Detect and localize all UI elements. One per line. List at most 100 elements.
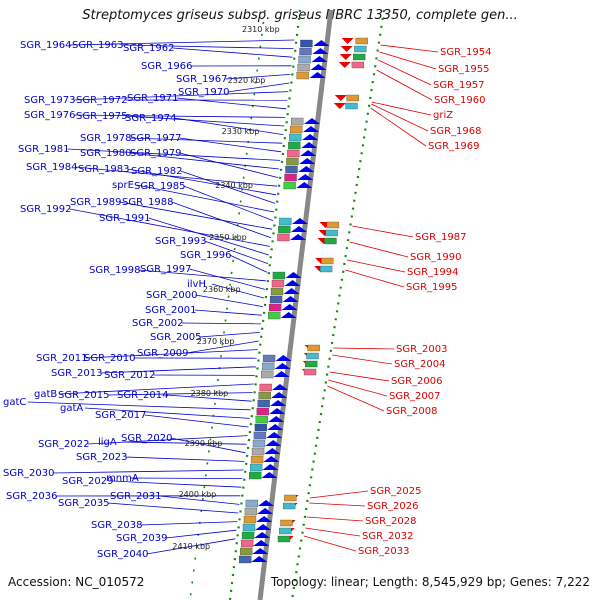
gene-feature-box bbox=[297, 63, 310, 72]
gene-feature-box bbox=[290, 125, 303, 134]
leader-line-left bbox=[146, 538, 236, 555]
forward-gene-arrow bbox=[313, 40, 330, 46]
leader-line-left bbox=[69, 39, 295, 46]
gene-feature-box bbox=[300, 39, 313, 48]
gene-feature-box bbox=[289, 133, 302, 142]
leader-line-left bbox=[100, 366, 256, 374]
gene-feature-box bbox=[254, 423, 268, 432]
forward-gene-arrow bbox=[297, 174, 314, 180]
leader-line-left bbox=[121, 44, 294, 49]
forward-gene-arrow bbox=[254, 532, 271, 538]
forward-gene-arrow bbox=[261, 472, 278, 478]
gene-label-left: SGR_1966 bbox=[141, 61, 193, 72]
leader-line-left bbox=[107, 502, 239, 514]
gene-feature-box bbox=[268, 303, 282, 312]
leader-line-left bbox=[204, 240, 269, 264]
gene-feature-box bbox=[303, 368, 317, 376]
leader-line-left bbox=[107, 392, 253, 396]
gene-label-right: SGR_2004 bbox=[394, 359, 446, 370]
gene-feature-box bbox=[261, 370, 274, 379]
forward-gene-arrow bbox=[268, 416, 285, 422]
gene-label-left: SGR_2014 bbox=[117, 390, 169, 401]
forward-gene-arrow bbox=[266, 432, 283, 438]
leader-line-left bbox=[52, 469, 244, 474]
forward-gene-arrow bbox=[258, 500, 275, 506]
gene-feature-box bbox=[296, 71, 309, 80]
gene-label-left: SGR_1993 bbox=[155, 236, 207, 247]
leader-line-right bbox=[309, 502, 366, 507]
forward-gene-arrow bbox=[269, 408, 286, 414]
gene-feature-box bbox=[286, 157, 299, 166]
leader-line-left bbox=[144, 414, 249, 428]
leader-line-right bbox=[371, 101, 432, 116]
leader-line-right bbox=[305, 527, 361, 537]
reverse-gene-arrow bbox=[339, 54, 352, 60]
gene-label-left: SGR_1980 bbox=[80, 148, 132, 159]
scale-label-partial: 2310 kbp bbox=[242, 25, 280, 34]
gene-label-left: SGR_1982 bbox=[131, 166, 183, 177]
gene-feature-box bbox=[279, 217, 292, 226]
forward-gene-arrow bbox=[255, 524, 272, 530]
forward-gene-arrow bbox=[291, 218, 308, 224]
gene-label-left: SGR_2022 bbox=[38, 439, 90, 450]
gene-label-left: ilvH bbox=[187, 279, 206, 290]
gene-label-right: SGR_1968 bbox=[430, 126, 482, 137]
leader-line-left bbox=[125, 115, 285, 127]
leader-line-left bbox=[73, 91, 289, 101]
gene-label-left: SGR_2035 bbox=[58, 498, 110, 509]
gene-feature-box bbox=[242, 523, 256, 532]
leader-line-right bbox=[328, 379, 388, 397]
leader-line-right bbox=[309, 490, 369, 499]
gene-label-left: SGR_1971 bbox=[127, 93, 179, 104]
gene-feature-box bbox=[352, 53, 366, 61]
gene-label-right: SGR_2008 bbox=[386, 406, 438, 417]
leader-line-left bbox=[229, 254, 268, 273]
leader-line-left bbox=[73, 114, 286, 118]
leader-line-right bbox=[329, 371, 390, 382]
forward-gene-arrow bbox=[267, 424, 284, 430]
scale-label: 2350 kbp bbox=[209, 233, 247, 242]
leader-line-left bbox=[166, 394, 252, 402]
leader-line-left bbox=[125, 456, 245, 462]
gene-label-left: SGR_2039 bbox=[116, 533, 168, 544]
genome-axis bbox=[257, 9, 334, 600]
gene-label-left: SGR_1979 bbox=[130, 148, 182, 159]
scale-label: 2410 kbp bbox=[172, 542, 210, 551]
leader-line-left bbox=[119, 201, 273, 230]
forward-gene-arrow bbox=[282, 296, 299, 302]
forward-gene-arrow bbox=[284, 280, 301, 286]
gene-label-right: SGR_2026 bbox=[367, 501, 419, 512]
feature-tracks bbox=[189, 9, 386, 600]
gene-label-left: gatB bbox=[34, 389, 57, 400]
gene-feature-box bbox=[270, 287, 284, 296]
gene-label-left: SGR_1964 bbox=[20, 40, 72, 51]
gene-label-left: SGR_1970 bbox=[178, 87, 230, 98]
gene-feature-box bbox=[271, 279, 285, 288]
forward-gene-arrow bbox=[271, 384, 288, 390]
gene-label-right: SGR_2006 bbox=[391, 376, 443, 387]
gene-feature-box bbox=[319, 265, 333, 273]
gene-feature-box bbox=[272, 271, 286, 280]
leader-line-left bbox=[85, 349, 258, 359]
gene-feature-box bbox=[291, 117, 304, 126]
gene-label-left: ligA bbox=[98, 437, 117, 448]
reverse-gene-arrow bbox=[334, 95, 347, 101]
gene-label-left: SGR_2015 bbox=[58, 390, 110, 401]
forward-gene-arrow bbox=[285, 272, 302, 278]
forward-gene-arrow bbox=[281, 304, 298, 310]
gene-label-left: SGR_1972 bbox=[76, 95, 128, 106]
forward-gene-arrow bbox=[251, 556, 268, 562]
leader-line-right bbox=[379, 51, 437, 70]
forward-gene-arrow bbox=[304, 118, 321, 124]
gene-label-left: gatC bbox=[3, 397, 26, 408]
gene-label-right: SGR_1955 bbox=[438, 64, 490, 75]
gene-feature-box bbox=[351, 61, 365, 69]
gene-label-left: SGR_2029 bbox=[62, 476, 114, 487]
gene-label-left: SGR_1996 bbox=[180, 250, 232, 261]
genome-title: Streptomyces griseus subsp. griseus NBRC… bbox=[82, 8, 518, 23]
leader-line-right bbox=[380, 44, 439, 53]
gene-feature-box bbox=[240, 539, 254, 548]
forward-gene-arrow bbox=[274, 363, 291, 369]
gene-feature-box bbox=[325, 229, 338, 237]
